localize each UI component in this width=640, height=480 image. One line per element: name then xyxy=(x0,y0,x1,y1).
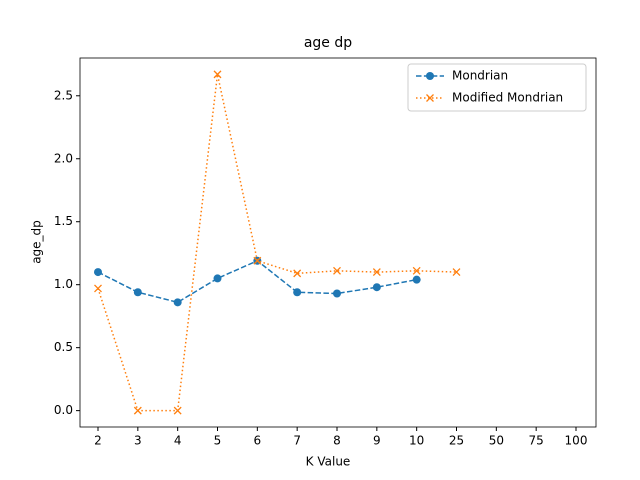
marker xyxy=(293,288,302,297)
x-tick-label: 6 xyxy=(254,434,262,448)
marker xyxy=(253,256,262,265)
axes-frame xyxy=(79,57,597,428)
marker xyxy=(372,268,381,277)
chart-title: age dp xyxy=(304,35,352,51)
legend: Mondrian Modified Mondrian xyxy=(407,63,587,112)
marker xyxy=(94,268,102,277)
legend-label: Modified Mondrian xyxy=(452,91,563,105)
marker xyxy=(293,269,302,278)
y-tick-label: 2.0 xyxy=(54,151,73,165)
y-tick-label: 2.5 xyxy=(54,88,73,102)
legend-label: Mondrian xyxy=(452,69,508,83)
y-tick-label: 0.5 xyxy=(54,340,73,354)
marker xyxy=(213,70,222,79)
marker xyxy=(213,274,222,283)
marker xyxy=(94,284,102,293)
marker xyxy=(173,406,182,415)
marker xyxy=(133,406,142,415)
x-tick-label: 25 xyxy=(449,434,464,448)
y-tick-label: 1.0 xyxy=(54,277,73,291)
series-line xyxy=(97,74,457,412)
marker xyxy=(333,289,341,298)
marker xyxy=(426,94,434,102)
marker xyxy=(412,266,421,275)
marker xyxy=(333,266,341,275)
marker xyxy=(412,275,421,284)
x-tick-label: 4 xyxy=(174,434,182,448)
x-tick-label: 8 xyxy=(333,434,341,448)
x-axis-label: K Value xyxy=(306,455,351,469)
x-tick-label: 2 xyxy=(94,434,102,448)
legend-box xyxy=(407,63,587,112)
x-tick-label: 5 xyxy=(214,434,222,448)
x-tick-label: 7 xyxy=(293,434,301,448)
marker xyxy=(452,268,461,277)
y-tick-label: 1.5 xyxy=(54,214,73,228)
x-tick-label: 10 xyxy=(409,434,424,448)
x-tick-label: 9 xyxy=(373,434,381,448)
x-tick-label: 75 xyxy=(529,434,544,448)
x-tick-label: 3 xyxy=(134,434,142,448)
y-axis-label: age_dp xyxy=(30,220,44,264)
marker xyxy=(372,283,381,292)
x-tick-label: 50 xyxy=(489,434,504,448)
marker xyxy=(133,288,142,297)
marker xyxy=(426,72,434,80)
x-tick-label: 100 xyxy=(565,434,588,448)
marker xyxy=(173,298,182,307)
y-tick-label: 0.0 xyxy=(54,403,73,417)
